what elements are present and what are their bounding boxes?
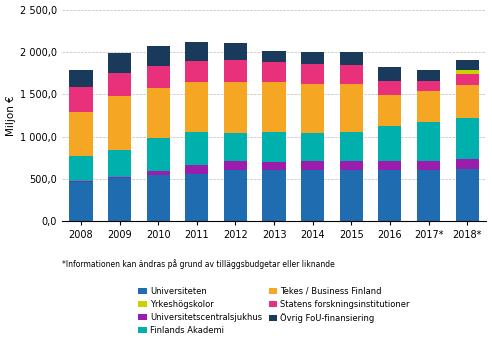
Bar: [147, 88, 170, 138]
Bar: [224, 133, 247, 161]
Bar: [456, 159, 479, 169]
Bar: [108, 53, 131, 73]
Bar: [417, 81, 440, 91]
Bar: [147, 176, 170, 221]
Bar: [456, 169, 479, 221]
Bar: [456, 118, 479, 159]
Bar: [339, 132, 363, 161]
Bar: [339, 170, 363, 221]
Bar: [378, 95, 401, 126]
Bar: [263, 132, 286, 162]
Bar: [185, 82, 209, 132]
Bar: [456, 85, 479, 118]
Bar: [417, 122, 440, 161]
Bar: [69, 112, 92, 155]
Bar: [185, 174, 209, 221]
Bar: [147, 66, 170, 88]
Bar: [69, 87, 92, 112]
Bar: [147, 138, 170, 171]
Bar: [339, 84, 363, 132]
Bar: [185, 42, 209, 61]
Bar: [263, 170, 286, 221]
Bar: [456, 60, 479, 70]
Bar: [301, 170, 324, 221]
Bar: [224, 161, 247, 170]
Bar: [185, 61, 209, 82]
Bar: [69, 70, 92, 87]
Bar: [147, 46, 170, 66]
Bar: [69, 182, 92, 221]
Bar: [417, 71, 440, 81]
Bar: [224, 43, 247, 60]
Bar: [378, 161, 401, 170]
Bar: [108, 177, 131, 178]
Bar: [108, 96, 131, 150]
Text: *Informationen kan ändras på grund av tilläggsbudgetar eller liknande: *Informationen kan ändras på grund av ti…: [62, 259, 335, 269]
Bar: [339, 65, 363, 84]
Bar: [108, 150, 131, 177]
Bar: [224, 82, 247, 133]
Bar: [378, 81, 401, 95]
Bar: [147, 171, 170, 176]
Bar: [456, 70, 479, 74]
Bar: [339, 161, 363, 170]
Bar: [417, 161, 440, 170]
Bar: [224, 170, 247, 221]
Bar: [456, 74, 479, 85]
Bar: [378, 67, 401, 81]
Bar: [69, 181, 92, 182]
Bar: [224, 60, 247, 82]
Bar: [185, 132, 209, 165]
Bar: [417, 170, 440, 221]
Y-axis label: Miljon €: Miljon €: [5, 95, 16, 136]
Bar: [185, 165, 209, 174]
Bar: [108, 73, 131, 96]
Bar: [378, 126, 401, 161]
Bar: [263, 62, 286, 82]
Bar: [263, 51, 286, 62]
Bar: [339, 52, 363, 65]
Bar: [301, 161, 324, 170]
Bar: [108, 178, 131, 221]
Bar: [301, 133, 324, 161]
Legend: Universiteten, Yrkeshögskolor, Universitetscentralsjukhus, Finlands Akademi, Tek: Universiteten, Yrkeshögskolor, Universit…: [138, 287, 410, 336]
Bar: [263, 82, 286, 132]
Bar: [301, 84, 324, 133]
Bar: [417, 91, 440, 122]
Bar: [301, 64, 324, 84]
Bar: [301, 52, 324, 64]
Bar: [263, 162, 286, 170]
Bar: [378, 170, 401, 221]
Bar: [69, 155, 92, 181]
